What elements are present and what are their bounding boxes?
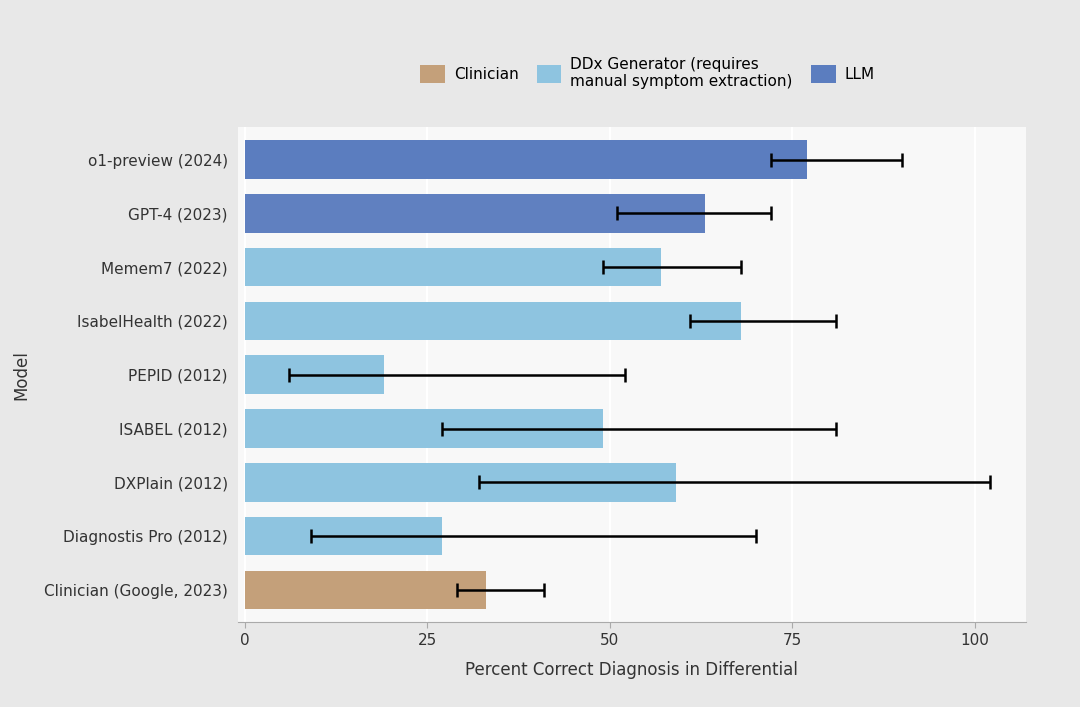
Bar	[245, 302, 741, 340]
Legend: Clinician, DDx Generator (requires
manual symptom extraction), LLM: Clinician, DDx Generator (requires manua…	[414, 51, 881, 95]
Y-axis label: Model: Model	[12, 350, 30, 399]
Bar	[245, 571, 486, 609]
X-axis label: Percent Correct Diagnosis in Differential: Percent Correct Diagnosis in Differentia…	[465, 662, 798, 679]
Bar	[245, 463, 676, 502]
Bar	[245, 517, 442, 556]
Bar	[245, 140, 807, 179]
Bar	[245, 247, 661, 286]
Bar	[245, 409, 603, 448]
Bar	[245, 194, 705, 233]
Bar	[245, 356, 383, 394]
